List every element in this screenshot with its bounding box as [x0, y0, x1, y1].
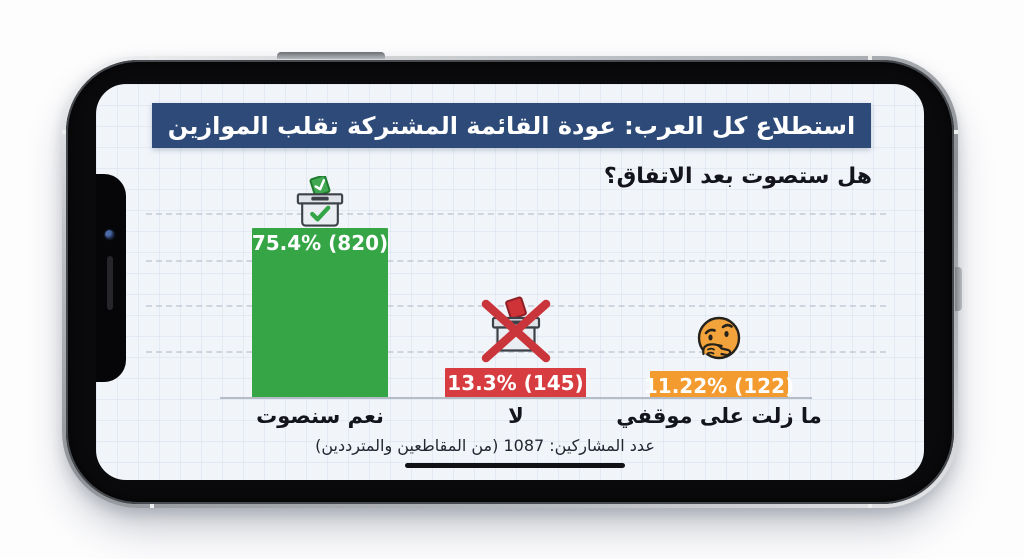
- bar-no: 13.3% (145): [445, 368, 586, 398]
- earpiece-speaker-icon: [107, 256, 113, 310]
- front-camera-icon: [105, 230, 114, 239]
- bar-value-label: 13.3% (145): [447, 371, 584, 395]
- antenna-line: [150, 56, 154, 62]
- notch: [96, 174, 126, 382]
- poll-title-banner: استطلاع كل العرب: عودة القائمة المشتركة …: [152, 103, 871, 148]
- poll-question: هل ستصوت بعد الاتفاق؟: [603, 164, 872, 189]
- antenna-line: [952, 130, 958, 134]
- phone-screen: استطلاع كل العرب: عودة القائمة المشتركة …: [96, 84, 924, 480]
- home-indicator: [405, 463, 625, 468]
- antenna-line: [62, 130, 68, 134]
- bar-value-label: 75.4% (820): [251, 231, 389, 255]
- phone-bezel: استطلاع كل العرب: عودة القائمة المشتركة …: [66, 60, 954, 504]
- side-button: [955, 267, 962, 311]
- chart-gridline: [146, 213, 886, 215]
- category-label-yes: نعم سنصوت: [256, 404, 384, 428]
- category-label-no: لا: [508, 404, 524, 428]
- thinking-face-icon: [697, 316, 741, 360]
- category-label-undecided: ما زلت على موقفي: [616, 404, 822, 428]
- grid-background: [96, 84, 924, 480]
- ballot-box-crossed-icon: [481, 296, 551, 363]
- bar-undecided: 11.22% (122): [644, 371, 794, 398]
- chart-gridline: [146, 260, 886, 262]
- power-button: [277, 52, 385, 59]
- poll-title: استطلاع كل العرب: عودة القائمة المشتركة …: [167, 111, 856, 140]
- participants-note: عدد المشاركين: 1087 (من المقاطعين والمتر…: [315, 436, 655, 455]
- chart-baseline: [220, 397, 812, 399]
- bar-yes: 75.4% (820): [252, 228, 388, 398]
- antenna-line: [868, 502, 872, 508]
- antenna-line: [150, 502, 154, 508]
- bar-value-label: 11.22% (122): [643, 374, 795, 398]
- chart-gridline: [146, 351, 886, 353]
- ballot-box-check-icon: [296, 176, 344, 227]
- antenna-line: [868, 56, 872, 62]
- phone-frame: استطلاع كل العرب: عودة القائمة المشتركة …: [62, 52, 962, 508]
